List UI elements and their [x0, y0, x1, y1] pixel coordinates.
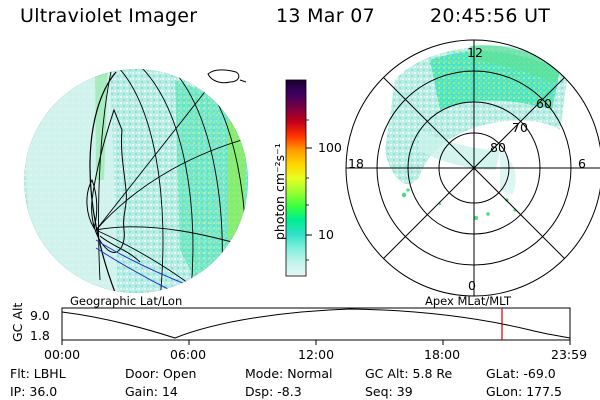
info-dsp: Dsp: -8.3	[245, 384, 302, 399]
x-tick-label-1200: 12:00	[298, 347, 335, 362]
mlt-label-18: 18	[348, 156, 364, 171]
info-value: 177.5	[526, 384, 562, 399]
info-ip: IP: 36.0	[10, 384, 57, 399]
colorbar	[285, 79, 312, 277]
info-key: IP:	[10, 384, 26, 399]
mlt-label-12: 12	[467, 45, 483, 60]
island-outline	[207, 69, 240, 84]
mlat-label-70: 70	[512, 120, 528, 135]
mlat-label-60: 60	[536, 96, 552, 111]
colorbar-label-100: 100	[318, 140, 342, 155]
x-tick-label-2359: 23:59	[551, 347, 588, 362]
timeline-frame	[61, 307, 571, 341]
apex-caption: Apex MLat/MLT	[425, 294, 512, 308]
info-gain: Gain: 14	[125, 384, 178, 399]
colorbar-rect	[285, 79, 307, 277]
info-value: 39	[396, 384, 413, 399]
info-door: Door: Open	[125, 366, 196, 381]
info-key: GC Alt:	[365, 366, 409, 381]
x-tick-label-0600: 06:00	[170, 347, 207, 362]
polar-plot	[345, 39, 600, 297]
x-tick-label-0000: 00:00	[44, 347, 81, 362]
info-seq: Seq: 39	[365, 384, 413, 399]
instrument-title: Ultraviolet Imager	[20, 5, 198, 27]
geographic-caption: Geographic Lat/Lon	[70, 294, 183, 308]
info-key: Seq:	[365, 384, 393, 399]
mlt-label-6: 6	[578, 156, 586, 171]
mlat-label-80: 80	[490, 140, 506, 155]
info-glon: GLon: 177.5	[486, 384, 562, 399]
y-tick-top: 9.0	[30, 308, 50, 323]
info-key: Mode:	[245, 366, 284, 381]
info-mode: Mode: Normal	[245, 366, 333, 381]
x-tick-label-1800: 18:00	[424, 347, 461, 362]
info-flt: Flt: LBHL	[10, 366, 66, 381]
info-key: GLat:	[486, 366, 520, 381]
info-key: GLon:	[486, 384, 523, 399]
info-value: 36.0	[29, 384, 58, 399]
info-key: Dsp:	[245, 384, 274, 399]
info-value: 5.8 Re	[412, 366, 453, 381]
info-key: Gain:	[125, 384, 158, 399]
info-value: -69.0	[523, 366, 556, 381]
y-tick-bottom: 1.8	[30, 328, 50, 343]
info-glat: GLat: -69.0	[486, 366, 556, 381]
info-key: Door:	[125, 366, 160, 381]
mlt-label-0: 0	[468, 278, 476, 293]
colorbar-label-10: 10	[318, 227, 334, 242]
orbit-timeline	[61, 307, 571, 345]
info-value: Open	[163, 366, 197, 381]
date-label: 13 Mar 07	[276, 5, 375, 27]
time-label: 20:45:56 UT	[430, 5, 551, 27]
info-value: 14	[161, 384, 178, 399]
info-value: Normal	[287, 366, 333, 381]
coastline-outline	[86, 108, 141, 263]
info-gc-alt: GC Alt: 5.8 Re	[365, 366, 452, 381]
colorbar-unit-label: photon cm⁻²s⁻¹	[272, 143, 287, 240]
altitude-curve	[61, 308, 571, 339]
info-key: Flt:	[10, 366, 30, 381]
info-value: -8.3	[277, 384, 302, 399]
info-value: LBHL	[33, 366, 66, 381]
island-tip	[239, 79, 247, 83]
gc-alt-axis-label: GC Alt	[10, 302, 25, 342]
geographic-map	[24, 69, 248, 293]
